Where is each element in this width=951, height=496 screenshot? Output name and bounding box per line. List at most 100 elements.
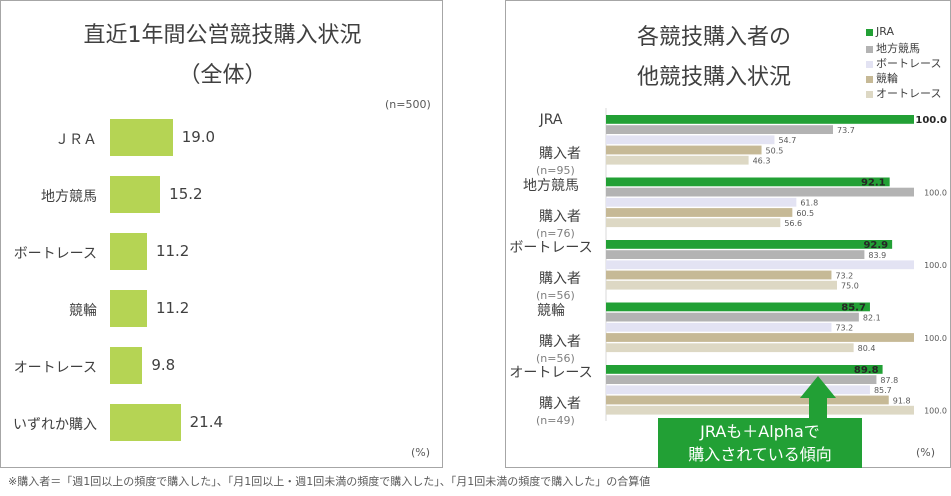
legend-item: 競輪 [866,70,898,86]
right-group-n: (n=56) [536,351,575,365]
right-chart-title-line1: 各競技購入者の [636,25,791,50]
left-category-label: ＪＲＡ [55,132,97,148]
right-bar-value-label: 100.0 [915,115,947,126]
left-chart-n-label: (n=500) [385,98,431,111]
right-chart-title-line2: 他競技購入状況 [636,65,791,90]
right-bar-value-label: 73.7 [837,126,855,135]
left-bar-value-label: 11.2 [155,242,190,260]
right-bar [606,135,775,145]
right-bar [606,302,870,312]
right-bar-value-label: 89.8 [854,365,879,376]
right-group-label: オートレース [509,365,593,381]
right-bar-value-label: 50.5 [766,146,784,155]
right-bar [606,260,914,270]
right-bar-value-label: 82.1 [863,314,881,323]
right-bar [606,365,883,374]
right-bar [606,280,837,290]
left-category-label: 地方競馬 [41,189,97,205]
legend-label: ボートレース [876,57,942,70]
right-bar-value-label: 80.4 [858,344,876,353]
right-bar [606,197,797,207]
right-group-n: (n=56) [536,289,575,302]
callout-box: JRAも＋Alphaで 購入されている傾向 [658,418,862,468]
legend-swatch [866,90,873,98]
callout-line2: 購入されている傾向 [688,445,832,464]
right-bar-value-label: 85.7 [874,386,892,395]
legend-item: JRA [866,25,894,38]
right-bar-value-label: 61.8 [800,199,818,208]
right-bar [606,385,870,395]
legend-item: オートレース [866,85,941,101]
left-chart-title-line1: 直近1年間公営競技購入状況 [83,23,362,48]
right-bar-value-label: 92.9 [863,240,888,251]
right-group-label-buyer: 購入者 [539,333,581,350]
left-bar-value-label: 21.4 [189,413,224,431]
right-bar-value-label: 73.2 [835,324,853,333]
right-bar-value-label: 85.7 [841,302,866,313]
right-bar-value-label: 87.8 [880,376,898,385]
right-bar-value-label: 100.0 [924,261,947,270]
right-chart-plot: 100.0 73.7 54.750.5 46.3 92.1 100.0 61.860.556… [605,108,947,421]
right-bar-value-label: 60.5 [796,209,814,218]
right-bar-value-label: 75.0 [841,282,859,291]
right-bar [606,405,914,415]
left-bar-value-label: 9.8 [151,356,176,374]
left-bar-value-label: 15.2 [169,185,203,203]
right-bar-value-label: 73.2 [835,271,853,280]
legend-swatch [866,75,873,83]
right-group-label-buyer: 購入者 [539,396,581,412]
right-bar [606,115,914,124]
right-bar-value-label: 83.9 [868,251,886,260]
right-chart-panel: 各競技購入者の 他競技購入状況 JRA 地方競馬 ボートレース 競輪 オートレース JR… [505,0,951,468]
right-group-label: ボートレース [509,240,593,256]
left-category-label: ボートレース [13,246,97,262]
right-group-label: 競輪 [537,302,565,319]
right-bar-value-label: 100.0 [924,334,947,343]
right-bar [606,333,914,342]
right-bar-value-label: 92.1 [861,177,886,188]
left-category-label: 競輪 [69,303,97,319]
right-bar [606,187,914,197]
left-bar [110,233,147,270]
left-bar [110,347,143,384]
legend-item: 地方競馬 [866,40,920,56]
left-bar-value-label: 11.2 [155,299,190,317]
legend-label: 競輪 [876,72,898,85]
right-bar [606,208,793,217]
right-bar [606,250,865,259]
right-group-label-buyer: 購入者 [539,146,581,162]
right-bar [606,155,749,165]
right-bar [606,312,859,322]
right-bar [606,125,833,134]
left-bar [110,290,147,327]
callout-line1: JRAも＋Alphaで [700,422,820,441]
legend-label: オートレース [876,87,942,100]
right-bar [606,218,781,228]
right-group-label-buyer: 購入者 [539,208,581,225]
legend-swatch [866,28,873,36]
right-group-n: (n=76) [536,226,575,240]
right-bar-value-label: 91.8 [893,396,911,405]
right-bar-value-label: 54.7 [778,136,796,145]
right-bar-value-label: 56.6 [784,219,802,228]
right-bar-value-label: 100.0 [924,407,947,416]
left-chart-title-line2: （全体） [178,63,267,88]
legend-item: ボートレース [866,55,941,71]
right-group-n: (n=49) [536,414,575,427]
right-bar [606,375,877,384]
right-bar [606,395,889,405]
legend-label: JRA [876,25,894,38]
left-chart-unit: (%) [411,446,431,459]
left-chart-panel: 直近1年間公営競技購入状況 （全体） (n=500) ＪＲＡ 19.0 地方競馬 15… [0,0,443,468]
left-bar [110,404,181,441]
right-bar-value-label: 100.0 [924,189,947,198]
left-bar-value-label: 19.0 [181,128,216,146]
right-chart-unit: (%) [916,446,936,459]
right-bar [606,322,832,332]
right-bar [606,343,854,353]
right-group-label-buyer: 購入者 [539,271,581,287]
right-bar [606,270,832,280]
legend-label: 地方競馬 [876,42,920,55]
right-group-n: (n=95) [536,164,575,177]
right-bar [606,177,890,187]
